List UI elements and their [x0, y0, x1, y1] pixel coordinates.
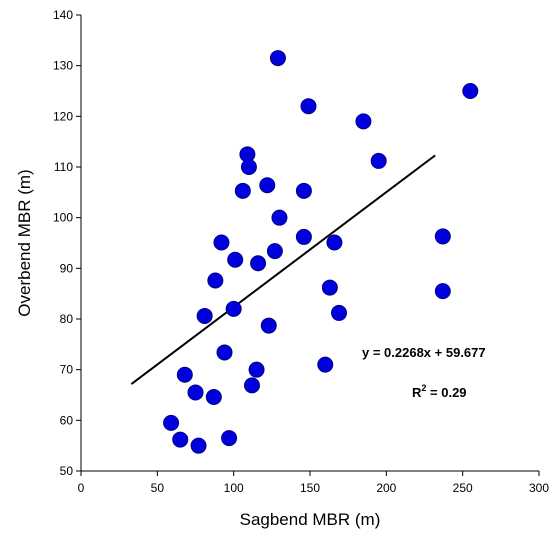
x-axis-ticks: 0 50 100 150 200 250 300 [78, 471, 549, 495]
data-point [434, 228, 451, 245]
data-point [207, 272, 224, 289]
data-point [370, 152, 387, 169]
y-axis-label: Overbend MBR (m) [15, 169, 34, 316]
x-tick-label: 0 [78, 481, 85, 495]
data-point [271, 209, 288, 226]
y-tick-label: 100 [53, 211, 73, 225]
r-squared-label: R2 = 0.29 [412, 383, 467, 400]
data-point [295, 182, 312, 199]
data-point [260, 317, 277, 334]
y-tick-label: 70 [60, 363, 74, 377]
data-point [317, 356, 334, 373]
data-point [221, 430, 238, 447]
y-tick-label: 80 [60, 312, 74, 326]
x-axis-label: Sagbend MBR (m) [240, 510, 381, 529]
data-point [163, 414, 180, 431]
data-point [355, 113, 372, 130]
x-tick-label: 150 [300, 481, 320, 495]
data-point [331, 304, 348, 321]
y-tick-label: 140 [53, 8, 73, 22]
data-point [462, 83, 479, 99]
data-point [234, 182, 251, 199]
data-point [225, 300, 242, 317]
y-tick-label: 50 [60, 464, 74, 478]
data-point [227, 251, 244, 268]
data-point [248, 361, 265, 378]
data-point [295, 228, 312, 245]
data-point [213, 234, 230, 251]
data-point [176, 366, 193, 383]
data-point [250, 255, 267, 272]
y-axis-ticks: 50 60 70 80 90 100 110 120 130 140 [53, 8, 81, 478]
data-point [216, 344, 233, 361]
data-point [326, 234, 343, 251]
data-point [205, 389, 222, 406]
data-point [269, 50, 286, 67]
data-point [172, 431, 189, 448]
data-point [240, 159, 257, 175]
data-point [321, 279, 338, 296]
y-tick-label: 120 [53, 109, 73, 123]
data-point [187, 384, 204, 401]
y-tick-label: 60 [60, 413, 74, 427]
data-point [259, 177, 276, 194]
x-tick-label: 100 [224, 481, 244, 495]
data-points [163, 50, 479, 454]
data-point [190, 437, 207, 454]
data-point [434, 283, 451, 300]
y-tick-label: 130 [53, 59, 73, 73]
data-point [300, 98, 317, 115]
x-tick-label: 300 [529, 481, 549, 495]
y-tick-label: 90 [60, 261, 74, 275]
y-tick-label: 110 [54, 160, 73, 174]
trendline-equation: y = 0.2268x + 59.677 [362, 345, 486, 360]
x-tick-label: 50 [151, 481, 165, 495]
data-point [266, 243, 283, 260]
x-tick-label: 250 [453, 481, 473, 495]
data-point [196, 307, 213, 324]
data-point [243, 377, 260, 394]
trendline [130, 154, 436, 385]
x-tick-label: 200 [376, 481, 396, 495]
